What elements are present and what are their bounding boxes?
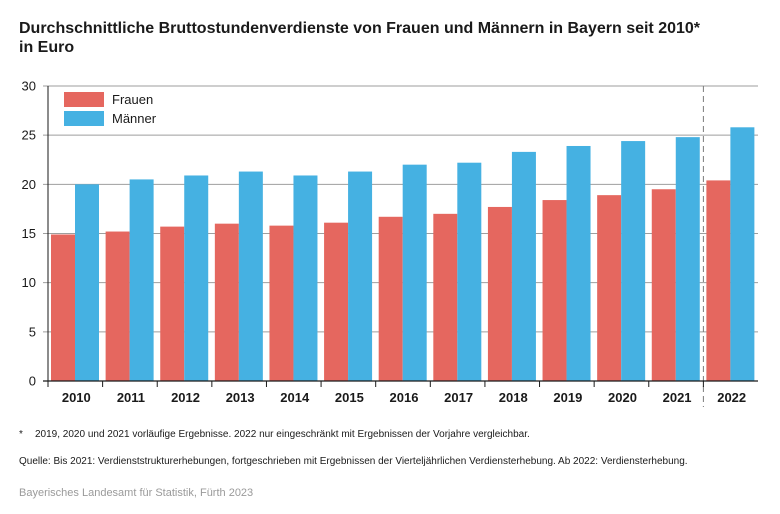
x-axis: 2010 2011 2012 2013 2014 2015 2016 2017 2018 2019… xyxy=(43,380,758,405)
x-tick-label: 2016 xyxy=(390,390,419,405)
legend-label: Männer xyxy=(112,111,157,126)
bar-männer xyxy=(457,162,482,381)
bar-frauen xyxy=(542,200,567,381)
bar-männer xyxy=(293,175,318,381)
bar-frauen xyxy=(51,234,75,381)
x-tick-label: 2017 xyxy=(444,390,473,405)
bar-männer xyxy=(184,175,209,381)
x-tick-label: 2014 xyxy=(280,390,310,405)
x-tick-label: 2010 xyxy=(62,390,91,405)
y-tick-label: 5 xyxy=(29,324,36,339)
legend-swatch-männer xyxy=(64,111,104,126)
bar-frauen xyxy=(597,195,622,381)
chart-title: Durchschnittliche Bruttostundenverdienst… xyxy=(19,20,701,37)
bar-frauen xyxy=(324,222,349,381)
y-tick-label: 20 xyxy=(22,177,36,192)
bar-frauen xyxy=(214,223,239,381)
x-tick-label: 2018 xyxy=(499,390,528,405)
bar-frauen xyxy=(706,180,731,381)
y-tick-label: 25 xyxy=(22,128,36,143)
bar-männer xyxy=(730,127,755,381)
bar-männer xyxy=(621,141,646,381)
x-tick-label: 2012 xyxy=(171,390,200,405)
bar-männer xyxy=(348,171,373,381)
bar-frauen xyxy=(378,216,403,381)
footnote: * 2019, 2020 und 2021 vorläufige Ergebnis… xyxy=(19,429,530,440)
footnote-marker: * xyxy=(19,429,23,440)
bar-männer xyxy=(402,164,427,381)
x-tick-label: 2021 xyxy=(663,390,692,405)
legend-swatch-frauen xyxy=(64,92,104,107)
x-tick-label: 2020 xyxy=(608,390,637,405)
bar-männer xyxy=(75,184,99,381)
x-tick-label: 2022 xyxy=(717,390,746,405)
bar-frauen xyxy=(105,231,130,381)
bar-männer xyxy=(566,145,591,381)
x-tick-label: 2013 xyxy=(226,390,255,405)
credit-line: Bayerisches Landesamt für Statistik, Für… xyxy=(19,487,254,499)
chart-subtitle: in Euro xyxy=(19,39,75,56)
bars xyxy=(51,127,755,381)
y-tick-label: 10 xyxy=(22,275,36,290)
x-tick-label: 2011 xyxy=(117,390,145,405)
bar-frauen xyxy=(269,225,294,381)
bar-männer xyxy=(129,179,154,381)
y-axis: 0 5 10 15 20 25 30 xyxy=(22,79,49,389)
y-tick-label: 0 xyxy=(29,374,36,389)
bar-männer xyxy=(511,151,536,381)
bar-frauen xyxy=(160,226,185,381)
bar-männer xyxy=(675,137,700,381)
y-tick-label: 30 xyxy=(22,79,36,94)
bar-frauen xyxy=(651,189,676,381)
footnote-text: 2019, 2020 und 2021 vorläufige Ergebniss… xyxy=(35,429,530,440)
bar-männer xyxy=(238,171,263,381)
legend-label: Frauen xyxy=(112,92,153,107)
legend: Frauen Männer xyxy=(64,92,157,126)
bar-frauen xyxy=(487,206,512,381)
source-note: Quelle: Bis 2021: Verdienststrukturerheb… xyxy=(19,456,688,467)
y-tick-label: 15 xyxy=(22,226,36,241)
x-tick-label: 2019 xyxy=(553,390,582,405)
x-tick-label: 2015 xyxy=(335,390,364,405)
bar-frauen xyxy=(433,213,458,381)
